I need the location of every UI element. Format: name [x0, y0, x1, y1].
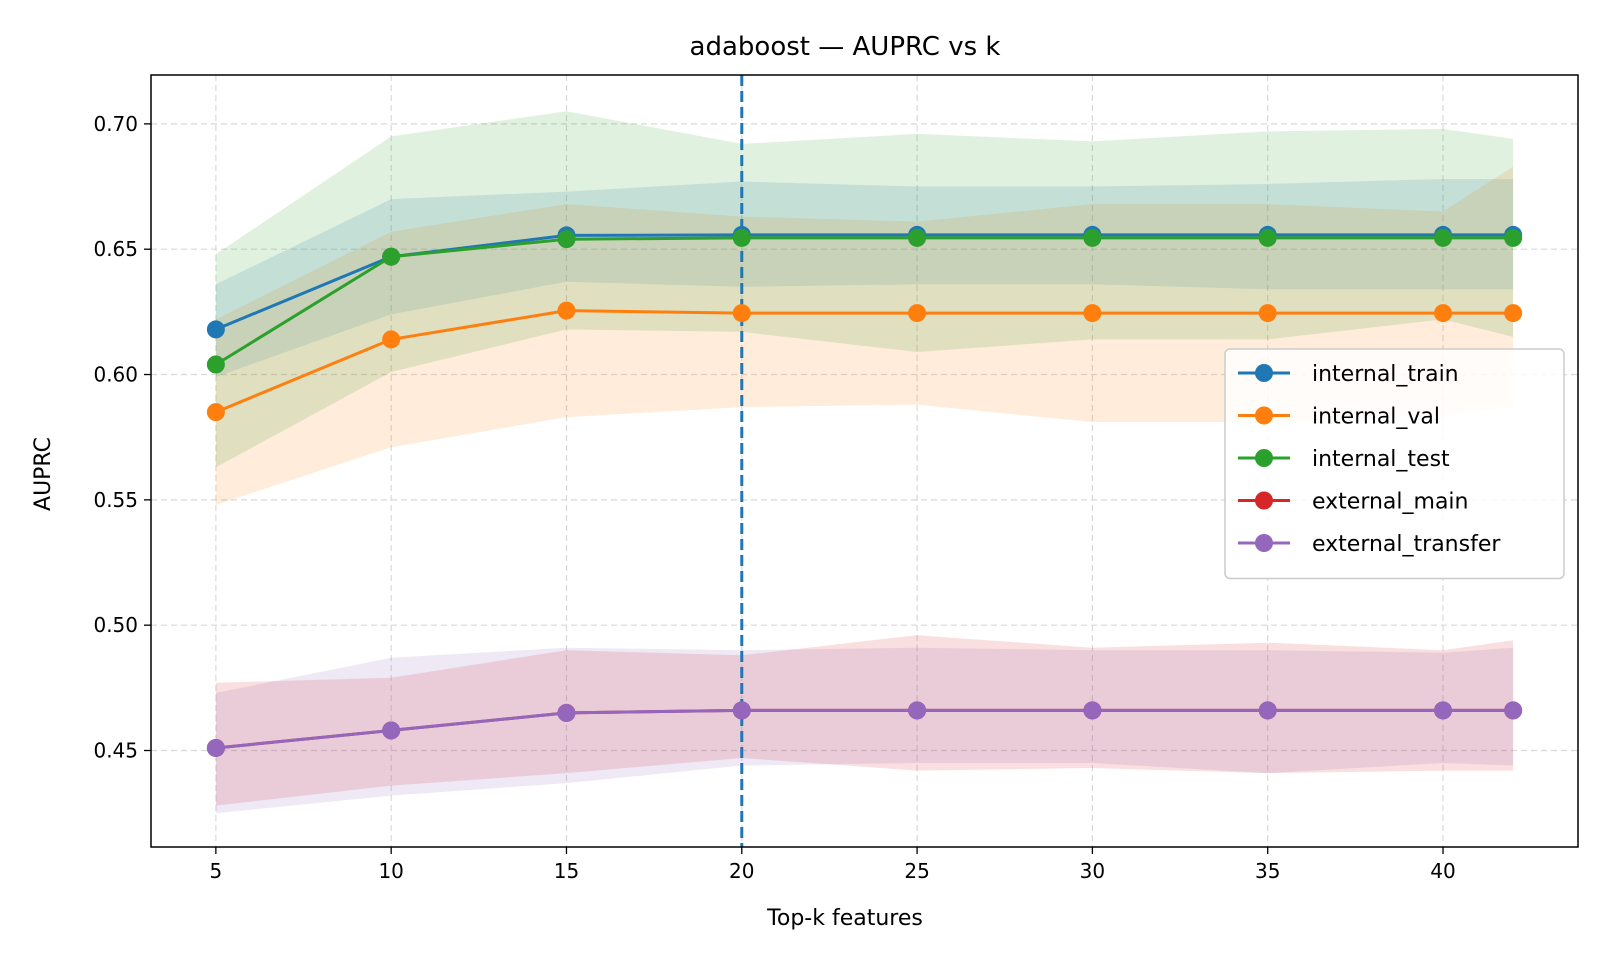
legend-label: external_transfer [1312, 532, 1501, 557]
plot-frame [150, 74, 1579, 848]
external_transfer-point [908, 701, 927, 720]
x-axis: 5 10 15 20 25 30 35 40 [209, 847, 1456, 883]
x-tick-label: 30 [1080, 859, 1105, 883]
y-axis: 0.45 0.50 0.55 0.60 0.65 0.70 [93, 112, 151, 763]
legend: internal_train internal_val internal_teste… [1224, 348, 1565, 580]
internal_test-point [732, 228, 751, 247]
chart-title: adaboost — AUPRC vs k [690, 32, 1001, 62]
legend-marker [1255, 534, 1273, 552]
y-axis-label: AUPRC [31, 437, 56, 511]
external_transfer-point [1434, 701, 1453, 720]
legend-entry: external_main [1238, 490, 1469, 515]
error-bands [215, 111, 1514, 814]
y-tick-label: 0.65 [93, 237, 138, 261]
internal_test-point [908, 228, 927, 247]
external_transfer-series [206, 701, 1523, 757]
internal_val-point [1083, 304, 1102, 323]
internal_train-band [215, 179, 1514, 377]
x-tick-label: 35 [1255, 859, 1280, 883]
legend-label: internal_val [1312, 405, 1440, 430]
legend-marker [1255, 406, 1273, 425]
x-tick-label: 10 [378, 859, 403, 883]
y-tick-label: 0.55 [93, 488, 138, 512]
legend-box [1224, 348, 1565, 580]
internal_test-series [206, 228, 1523, 374]
series-lines [206, 225, 1523, 757]
x-tick-label: 20 [729, 859, 754, 883]
legend-entry: internal_test [1238, 447, 1450, 472]
x-tick-label: 15 [554, 859, 579, 883]
internal_test-point [557, 230, 576, 249]
legend-entry: internal_val [1238, 405, 1440, 430]
x-tick-label: 40 [1430, 859, 1455, 883]
internal_val-point [206, 403, 225, 422]
internal_val-point [1434, 304, 1453, 323]
external_transfer-point [206, 738, 225, 757]
internal_val-point [382, 330, 401, 349]
internal_val-point [732, 304, 751, 323]
legend-marker [1255, 449, 1273, 467]
internal_val-point [1504, 304, 1523, 323]
legend-label: internal_test [1312, 447, 1450, 472]
external_transfer-point [1258, 701, 1277, 720]
y-tick-label: 0.70 [93, 112, 138, 136]
internal_val-point [557, 301, 576, 320]
external_transfer-point [1504, 701, 1523, 720]
y-tick-label: 0.45 [93, 739, 138, 763]
x-tick-label: 5 [209, 859, 222, 883]
legend-marker [1255, 491, 1273, 510]
internal_test-point [206, 355, 225, 374]
internal_val-point [1258, 304, 1277, 323]
external_transfer-band [215, 647, 1514, 814]
y-tick-label: 0.60 [93, 363, 138, 387]
external_main-band [215, 635, 1514, 806]
internal_test-point [1083, 228, 1102, 247]
legend-label: internal_train [1312, 362, 1459, 387]
y-tick-label: 0.50 [93, 613, 138, 637]
internal_test-band [215, 111, 1514, 468]
internal_train-point [206, 320, 225, 339]
x-tick-label: 25 [904, 859, 929, 883]
external_transfer-point [382, 721, 401, 740]
legend-entry: external_transfer [1238, 532, 1501, 557]
internal_test-point [1504, 228, 1523, 247]
internal_test-point [1258, 228, 1277, 247]
internal_test-point [382, 247, 401, 266]
internal_val-band [215, 166, 1514, 505]
legend-label: external_main [1312, 490, 1469, 515]
external_transfer-point [732, 701, 751, 720]
internal_val-series [206, 301, 1523, 422]
external_transfer-point [1083, 701, 1102, 720]
external_transfer-point [557, 703, 576, 722]
internal_test-point [1434, 228, 1453, 247]
x-axis-label: Top-k features [766, 906, 923, 931]
legend-entry: internal_train [1238, 362, 1459, 387]
legend-marker [1255, 364, 1273, 382]
internal_val-point [908, 304, 927, 323]
